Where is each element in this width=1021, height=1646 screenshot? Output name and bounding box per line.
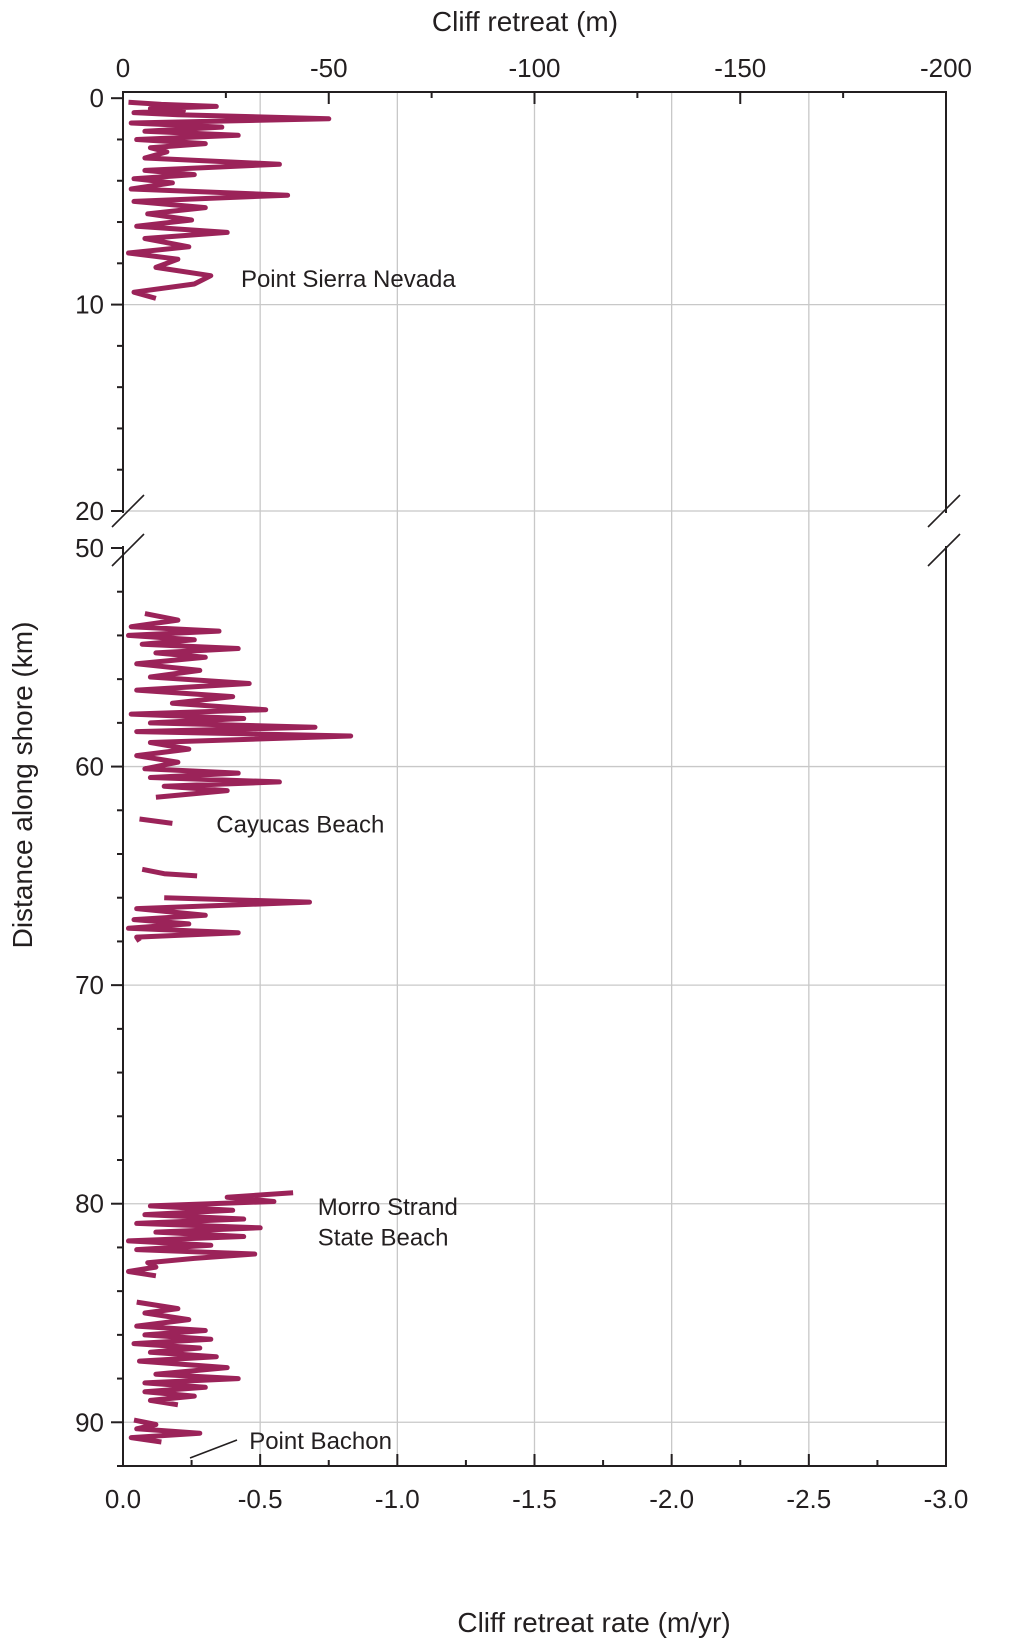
- left-tick-label: 90: [75, 1407, 104, 1437]
- series-0-segment-1: [126, 611, 354, 800]
- left-tick-label: 70: [75, 970, 104, 1000]
- tick-labels: 0.0 -0.5 -1.0 -1.5 -2.0 -2.5 -3.0 0 -50 -100 -150 -…: [75, 53, 972, 1514]
- left-tick-label: 10: [75, 290, 104, 320]
- bottom-tick-label: -1.5: [512, 1484, 557, 1514]
- top-tick-label: -100: [508, 53, 560, 83]
- series-0-segment-4: [126, 895, 312, 943]
- left-break-gap: [107, 513, 137, 546]
- top-tick-label: -200: [920, 53, 972, 83]
- y-axis-title: Distance along shore (km): [7, 622, 38, 949]
- left-tick-label: 60: [75, 752, 104, 782]
- top-axis-title: Cliff retreat (m): [432, 6, 618, 37]
- bottom-tick-label: -3.0: [924, 1484, 969, 1514]
- series-0-segment-2: [139, 816, 173, 826]
- series-0-segment-0: [126, 99, 332, 301]
- tick-marks: [111, 92, 947, 1467]
- left-tick-label: 0: [90, 83, 104, 113]
- series-0-segment-3: [141, 866, 198, 879]
- gridlines: [123, 92, 946, 1466]
- bottom-tick-label: -2.5: [786, 1484, 831, 1514]
- annotation-1: Cayucas Beach: [216, 811, 384, 838]
- annotation-4: Point Bachon: [249, 1428, 392, 1455]
- left-break-slash: [111, 494, 145, 528]
- series-0-segment-7: [128, 1417, 203, 1445]
- left-tick-label: 50: [75, 533, 104, 563]
- top-tick-label: 0: [116, 53, 130, 83]
- left-tick-label: 80: [75, 1189, 104, 1219]
- axis-break: [107, 494, 962, 567]
- series-layer: [126, 99, 354, 1445]
- left-tick-label: 20: [75, 496, 104, 526]
- bottom-tick-label: -1.0: [375, 1484, 420, 1514]
- annotation-2: Morro Strand: [318, 1194, 458, 1221]
- series-0-segment-5: [126, 1190, 294, 1279]
- bottom-tick-label: 0.0: [105, 1484, 141, 1514]
- bottom-tick-label: -0.5: [238, 1484, 283, 1514]
- bottom-tick-label: -2.0: [649, 1484, 694, 1514]
- top-tick-label: -150: [714, 53, 766, 83]
- top-tick-label: -50: [310, 53, 348, 83]
- annotation-3: State Beach: [318, 1225, 449, 1252]
- bottom-axis-title: Cliff retreat rate (m/yr): [457, 1607, 730, 1638]
- right-break-slash: [927, 533, 961, 567]
- annotation-0: Point Sierra Nevada: [241, 266, 456, 293]
- series-0-segment-6: [131, 1299, 241, 1408]
- left-break-slash: [111, 533, 145, 567]
- point-bachon-leader: [189, 1439, 238, 1459]
- annotations: Point Sierra Nevada Cayucas Beach Morro St…: [189, 266, 458, 1459]
- right-break-slash: [927, 494, 961, 528]
